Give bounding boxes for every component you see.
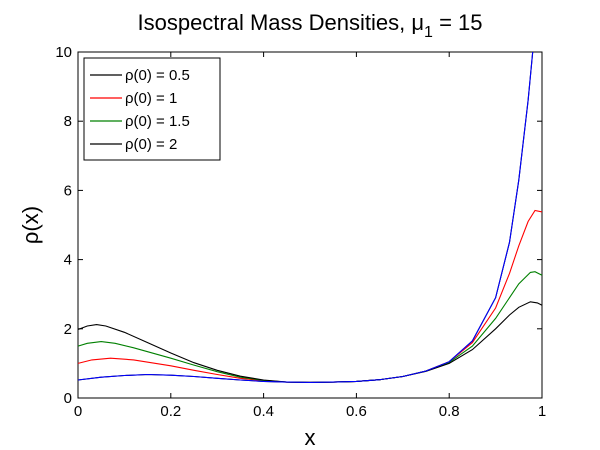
x-axis-label: x — [305, 425, 316, 450]
legend: ρ(0) = 0.5 ρ(0) = 1 ρ(0) = 1.5 ρ(0) = 2 — [83, 57, 221, 161]
series-line-5 — [77, 51, 534, 383]
y-tick-label: 2 — [64, 321, 72, 338]
legend-label-3: ρ(0) = 1.5 — [125, 113, 190, 130]
x-tick-label: 0.4 — [253, 403, 274, 420]
x-tick-label: 1 — [538, 403, 546, 420]
series-lines — [77, 51, 543, 383]
x-tick-label: 0.8 — [439, 403, 460, 420]
y-tick-label: 10 — [55, 44, 72, 61]
title-tail: = 15 — [433, 10, 483, 35]
y-tick-label: 8 — [64, 113, 72, 130]
x-tick-label: 0.6 — [346, 403, 367, 420]
x-tick-label: 0 — [74, 403, 82, 420]
legend-label-4: ρ(0) = 2 — [125, 136, 177, 153]
x-tick-label: 0.2 — [160, 403, 181, 420]
y-tick-label: 0 — [64, 390, 72, 407]
legend-items: ρ(0) = 0.5 ρ(0) = 1 ρ(0) = 1.5 ρ(0) = 2 — [90, 67, 190, 153]
y-tick-label: 4 — [64, 252, 72, 269]
y-axis-label: ρ(x) — [18, 206, 43, 244]
title-main: Isospectral Mass Densities, μ — [137, 10, 424, 35]
legend-label-2: ρ(0) = 1 — [125, 90, 177, 107]
chart-title: Isospectral Mass Densities, μ1 = 15 — [137, 10, 482, 41]
title-subscript: 1 — [424, 24, 433, 41]
legend-label-1: ρ(0) = 0.5 — [125, 67, 190, 84]
y-tick-label: 6 — [64, 182, 72, 199]
